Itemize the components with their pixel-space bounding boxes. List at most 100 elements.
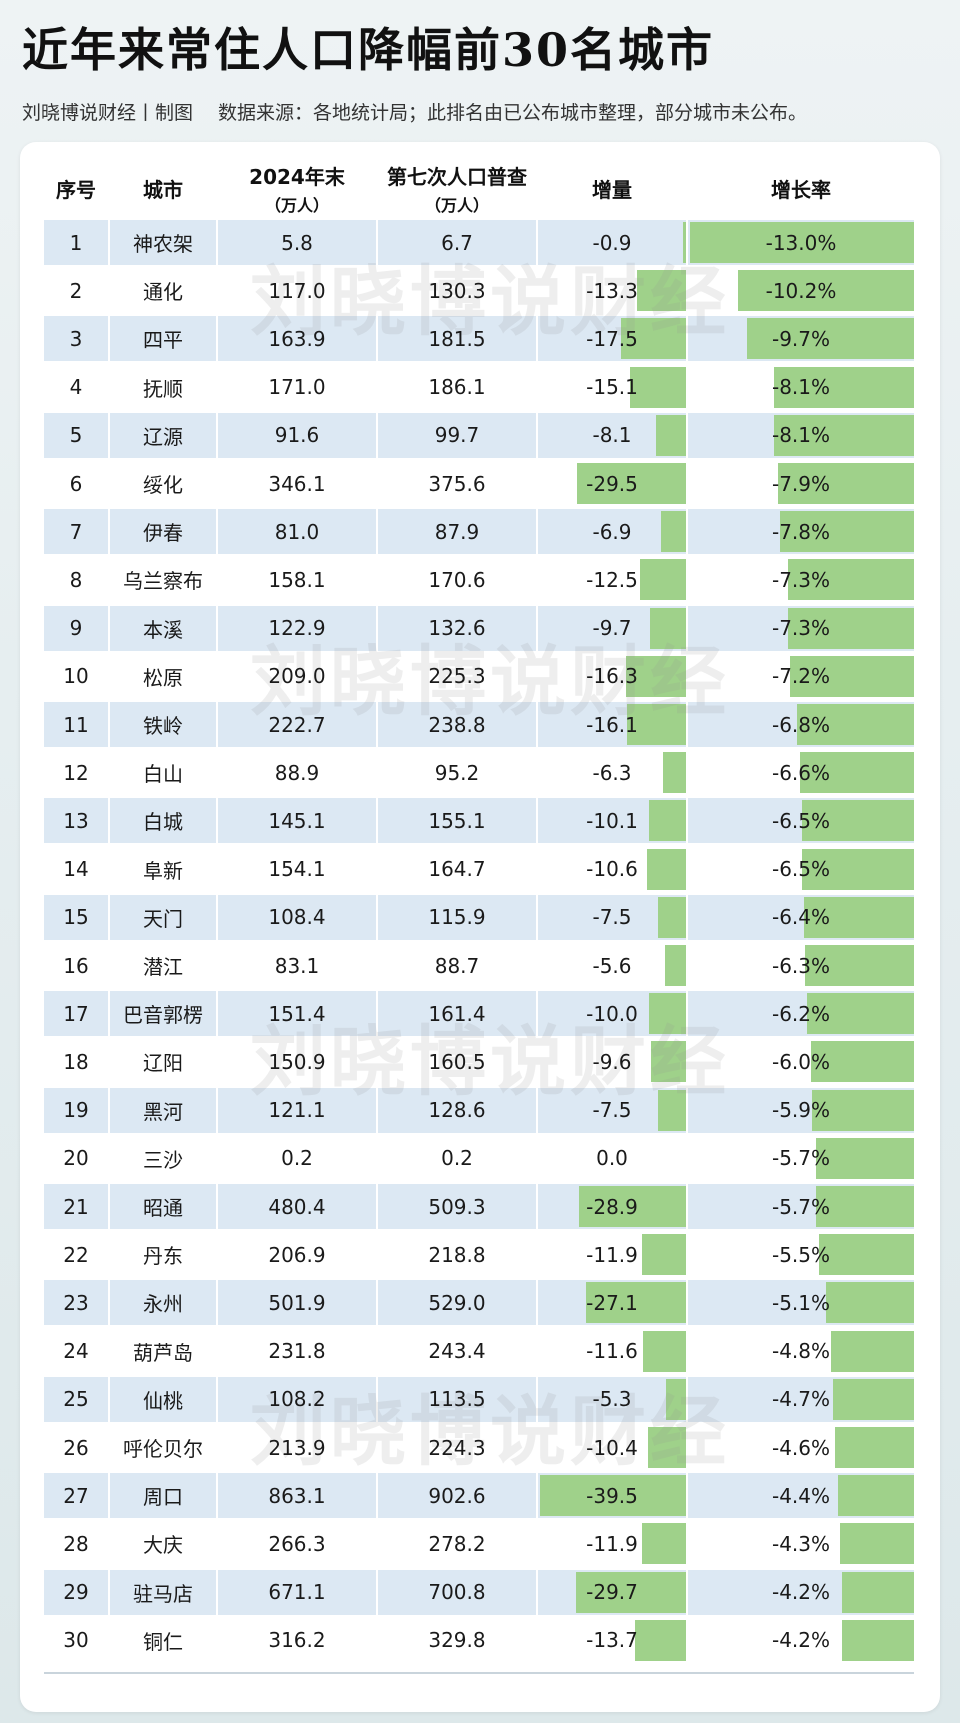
rate-bar: [774, 414, 914, 456]
pop2024-value: 158.1: [268, 567, 326, 592]
pop2024-value: 88.9: [274, 760, 320, 785]
rank-value: 17: [63, 1001, 89, 1026]
rank-value: 19: [63, 1098, 89, 1123]
census7-value: 128.6: [428, 1098, 486, 1123]
pop2024-value: 121.1: [268, 1098, 326, 1123]
rank-value: 2: [69, 278, 83, 303]
rate-bar: [807, 993, 914, 1035]
change-bar: [635, 1619, 686, 1661]
city-cell: 葫芦岛: [110, 1329, 216, 1374]
census7-value: 6.7: [441, 230, 473, 255]
column-header: 序号: [44, 160, 108, 216]
change-bar: [540, 1475, 686, 1517]
rate-bar: [805, 945, 914, 986]
table-row: 20 三沙 0.2 0.2 0.0 -5.7%: [44, 1136, 914, 1181]
rate-bar: [788, 559, 914, 601]
rate-bar: [800, 752, 914, 794]
rank-cell: 11: [44, 702, 108, 747]
rate-bar: [839, 1523, 914, 1565]
table-row: 7 伊春 81.0 87.9 -6.9 -7.8%: [44, 509, 914, 555]
pop2024-value: 163.9: [268, 326, 326, 351]
change-cell: -10.0: [538, 991, 686, 1037]
change-cell: -16.3: [538, 654, 686, 699]
pop2024-cell: 231.8: [218, 1329, 376, 1374]
pop2024-cell: 108.2: [218, 1376, 376, 1422]
city-cell: 永州: [110, 1280, 216, 1326]
city-cell: 昭通: [110, 1184, 216, 1229]
change-bar: [630, 366, 686, 408]
column-header: 第七次人口普查 （万人）: [378, 160, 536, 216]
change-value: 0.0: [596, 1146, 628, 1171]
city-cell: 神农架: [110, 220, 216, 265]
city-cell: 乌兰察布: [110, 557, 216, 602]
table-row: 4 抚顺 171.0 186.1 -15.1 -8.1%: [44, 365, 914, 410]
rate-cell: -4.2%: [688, 1569, 914, 1615]
pop2024-cell: 158.1: [218, 557, 376, 602]
rank-value: 13: [63, 808, 89, 833]
rank-value: 21: [63, 1194, 89, 1219]
change-bar: [639, 559, 686, 601]
column-header: 增量: [538, 160, 686, 216]
rank-value: 18: [63, 1049, 89, 1074]
city-value: 巴音郭楞: [123, 1003, 203, 1028]
rank-cell: 18: [44, 1039, 108, 1084]
rate-cell: -5.7%: [688, 1136, 914, 1181]
census7-cell: 224.3: [378, 1425, 536, 1470]
census7-value: 170.6: [428, 567, 486, 592]
rank-cell: 12: [44, 750, 108, 795]
change-value: -12.5: [586, 567, 638, 592]
pop2024-value: 231.8: [268, 1339, 326, 1364]
rate-value: -8.1%: [771, 423, 831, 448]
city-cell: 抚顺: [110, 365, 216, 410]
city-value: 铜仁: [143, 1629, 183, 1654]
table-row: 15 天门 108.4 115.9 -7.5 -6.4%: [44, 894, 914, 940]
rate-value: -5.5%: [771, 1242, 831, 1267]
pop2024-value: 222.7: [268, 712, 326, 737]
change-cell: -29.5: [538, 461, 686, 506]
rate-cell: -13.0%: [688, 220, 914, 265]
change-cell: -13.7: [538, 1618, 686, 1663]
change-cell: -11.6: [538, 1329, 686, 1374]
table-header: 序号 城市 2024年末 （万人） 第七次人口普查 （万人） 增量 增长率: [44, 160, 914, 216]
city-cell: 巴音郭楞: [110, 991, 216, 1037]
census7-cell: 700.8: [378, 1569, 536, 1615]
table-row: 3 四平 163.9 181.5 -17.5 -9.7%: [44, 316, 914, 362]
rate-value: -13.0%: [765, 230, 837, 255]
pop2024-cell: 154.1: [218, 847, 376, 892]
change-bar: [621, 318, 686, 360]
city-value: 绥化: [143, 473, 183, 497]
rank-cell: 7: [44, 509, 108, 555]
rate-cell: -4.6%: [688, 1425, 914, 1470]
change-bar: [576, 463, 686, 504]
city-value: 仙桃: [143, 1388, 183, 1413]
change-cell: -17.5: [538, 316, 686, 362]
census7-cell: 87.9: [378, 509, 536, 555]
rank-cell: 13: [44, 798, 108, 844]
rank-value: 15: [63, 905, 89, 930]
change-cell: -5.6: [538, 943, 686, 988]
census7-cell: 6.7: [378, 220, 536, 265]
table-row: 9 本溪 122.9 132.6 -9.7 -7.3%: [44, 605, 914, 651]
census7-value: 161.4: [428, 1001, 486, 1026]
pop2024-cell: 151.4: [218, 991, 376, 1037]
rank-cell: 6: [44, 461, 108, 506]
rate-cell: -4.3%: [688, 1521, 914, 1566]
census7-value: 329.8: [428, 1628, 486, 1653]
change-bar: [636, 270, 686, 312]
table-row: 14 阜新 154.1 164.7 -10.6 -6.5%: [44, 847, 914, 892]
pop2024-cell: 222.7: [218, 702, 376, 747]
census7-cell: 0.2: [378, 1136, 536, 1181]
city-value: 大庆: [143, 1533, 183, 1558]
rank-cell: 30: [44, 1618, 108, 1663]
census7-cell: 329.8: [378, 1618, 536, 1663]
rate-cell: -6.3%: [688, 943, 914, 988]
change-cell: -6.9: [538, 509, 686, 555]
pop2024-value: 83.1: [274, 953, 320, 978]
change-value: -10.6: [586, 857, 638, 882]
pop2024-cell: 117.0: [218, 268, 376, 313]
census7-cell: 164.7: [378, 847, 536, 892]
change-cell: -10.1: [538, 798, 686, 844]
pop2024-cell: 671.1: [218, 1569, 376, 1615]
rank-cell: 28: [44, 1521, 108, 1566]
city-value: 阜新: [143, 858, 183, 883]
